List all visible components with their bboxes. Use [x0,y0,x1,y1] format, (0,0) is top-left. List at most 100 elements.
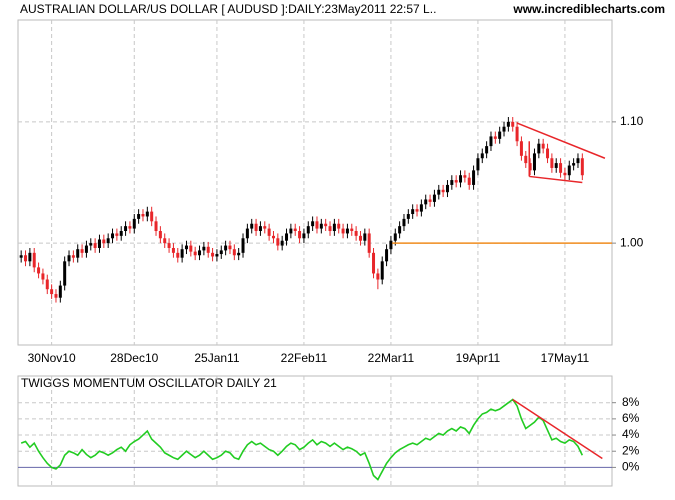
trend-line [516,122,606,159]
candle-body [306,226,310,234]
candle-body [428,199,432,202]
candle-body [245,228,249,239]
candle-body [102,239,106,244]
candle-body [176,252,180,258]
price-panel [17,19,613,346]
candle-body [163,238,167,244]
candle-body [324,223,328,227]
x-tick-label: 19Apr11 [456,351,501,365]
candle-body [515,126,519,142]
candle-body [280,240,284,246]
candle-body [93,243,97,248]
candle-body [424,199,428,205]
candle-body [32,252,36,268]
candle-body [115,233,119,236]
candle-body [71,255,75,258]
candle-body [119,231,123,236]
candle-body [219,250,223,255]
candle-body [580,158,584,176]
candle-body [293,228,297,232]
candle-body [298,231,302,239]
candle-body [258,226,262,232]
candle-body [41,273,45,280]
candle-body [485,146,489,154]
x-tick-label: 25Jan11 [194,351,239,365]
candle-body [532,153,536,171]
candle-body [454,180,458,183]
candle-body [372,252,376,274]
trend-line [512,398,603,460]
y-tick-label: 1.10 [620,114,644,128]
candle-body [106,238,110,244]
candle-body [193,251,197,256]
oscillator-line [20,398,584,481]
candle-body [502,126,506,132]
candle-body [511,121,515,127]
y-tick-label: 4% [622,427,640,441]
candle-body [289,228,293,234]
candle-body [541,143,545,149]
candle-body [202,246,206,251]
y-tick-label: 8% [622,395,640,409]
candle-body [80,249,84,253]
candle-body [563,172,567,176]
candle-body [554,163,558,168]
y-tick-label: 1.00 [620,235,644,249]
candle-body [263,226,267,229]
candle-body [345,228,349,234]
candle-body [241,238,245,253]
candle-body [232,249,236,256]
candle-body [332,223,336,232]
oscillator-panel [17,375,613,487]
candle-body [402,218,406,227]
candle-body [419,204,423,212]
candle-body [311,221,315,227]
x-tick-label: 28Dec10 [110,351,158,365]
candle-body [141,214,145,217]
candle-body [367,233,371,253]
candle-body [19,255,23,258]
candle-body [476,158,480,171]
candle-body [467,177,471,185]
candle-body [154,221,158,232]
candle-body [271,235,275,239]
candle-body [572,163,576,166]
candle-body [254,223,258,232]
candle-body [63,261,67,286]
x-tick-label: 22Mar11 [368,351,415,365]
candle-body [411,209,415,215]
trend-line [529,175,583,184]
candle-body [450,180,454,185]
candle-body [302,233,306,239]
candle-body [250,223,254,229]
oscillator-title: TWIGGS MOMENTUM OSCILLATOR DAILY 21 [21,376,277,390]
candle-body [180,249,184,258]
candle-body [198,250,202,256]
candle-body [206,246,210,253]
candle-body [97,239,101,248]
candle-body [67,255,71,262]
candle-body [472,170,476,185]
candle-body [445,184,449,193]
candle-body [358,235,362,241]
candle-body [224,245,228,251]
candle-body [211,252,215,257]
candle-body [137,214,141,219]
candle-body [389,240,393,250]
candle-body [58,285,62,298]
candle-body [524,155,528,164]
x-tick-label: 22Feb11 [281,351,328,365]
candle-body [350,228,354,232]
candle-body [276,238,280,246]
candle-body [337,223,341,229]
candle-body [184,245,188,250]
x-tick-label: 30Nov10 [28,351,76,365]
candle-body [528,163,532,171]
candle-body [537,143,541,154]
y-tick-label: 6% [622,411,640,425]
candle-body [385,249,389,262]
candle-body [50,289,54,295]
candle-body [493,136,497,139]
candle-body [437,189,441,195]
candle-body [171,247,175,253]
